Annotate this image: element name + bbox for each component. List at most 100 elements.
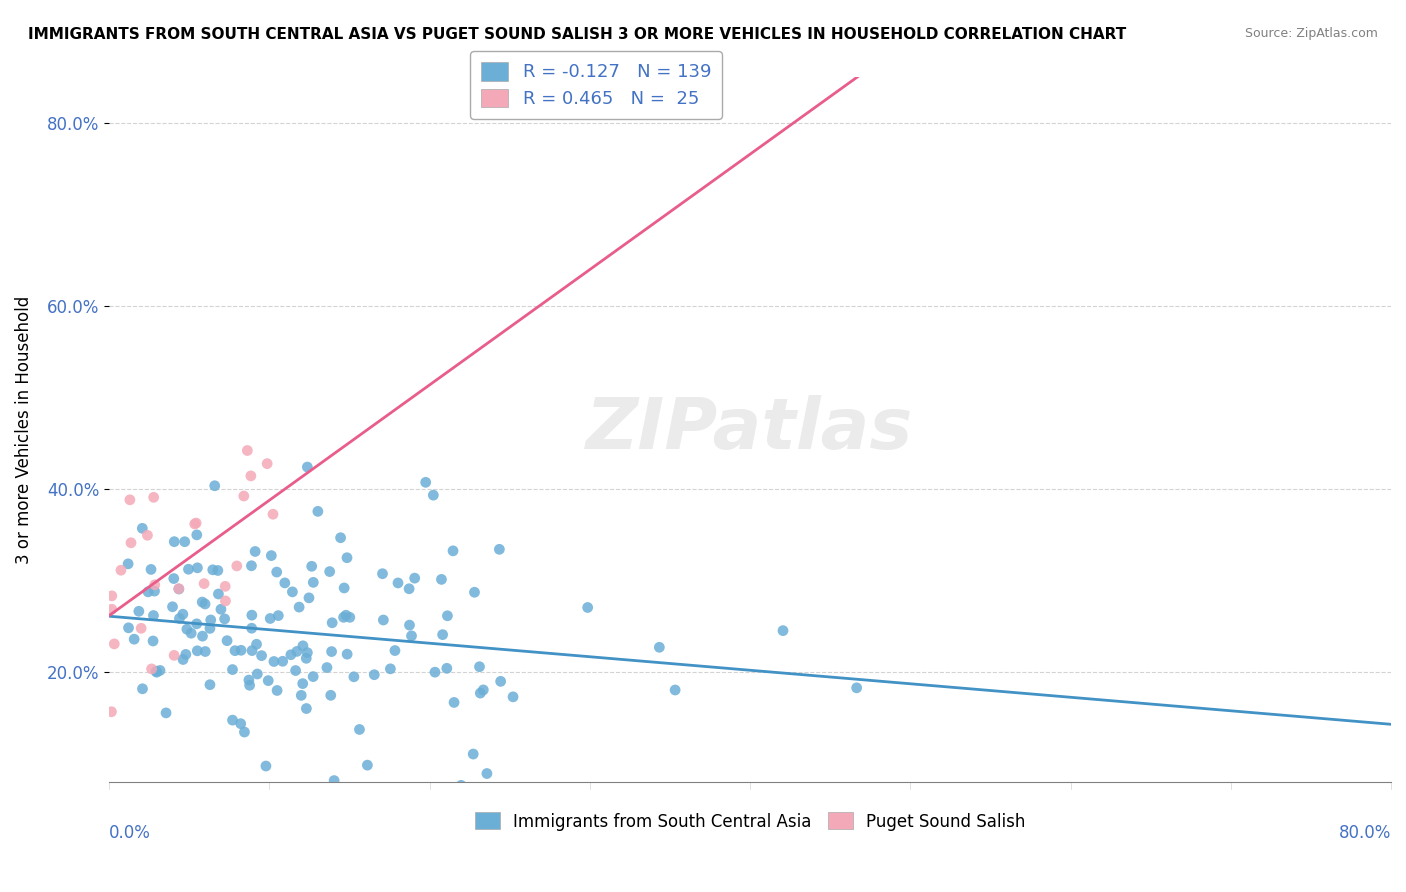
Point [167, 582, 190, 596]
Point [488, 542, 510, 557]
Point [214, 612, 236, 626]
Point [468, 659, 491, 673]
Point [169, 611, 191, 625]
Point [100, 705, 122, 719]
Point [772, 624, 794, 638]
Point [155, 706, 177, 720]
Point [845, 681, 868, 695]
Point [339, 610, 361, 624]
Point [472, 682, 495, 697]
Point [332, 610, 354, 624]
Point [502, 690, 524, 704]
Point [176, 622, 198, 636]
Point [180, 626, 202, 640]
Point [163, 572, 186, 586]
Point [191, 629, 214, 643]
Point [475, 766, 498, 780]
Point [117, 621, 139, 635]
Point [489, 674, 512, 689]
Point [207, 564, 229, 578]
Point [207, 587, 229, 601]
Point [201, 563, 224, 577]
Point [302, 575, 325, 590]
Point [142, 608, 165, 623]
Point [131, 681, 153, 696]
Point [139, 562, 162, 576]
Legend: Immigrants from South Central Asia, Puget Sound Salish: Immigrants from South Central Asia, Puge… [468, 805, 1032, 838]
Point [436, 661, 458, 675]
Point [240, 608, 263, 623]
Text: Source: ZipAtlas.com: Source: ZipAtlas.com [1244, 27, 1378, 40]
Point [398, 618, 420, 632]
Point [143, 578, 166, 592]
Point [336, 550, 359, 565]
Point [430, 573, 453, 587]
Point [318, 565, 340, 579]
Point [298, 591, 321, 605]
Point [101, 589, 124, 603]
Point [450, 778, 472, 792]
Point [142, 634, 165, 648]
Point [214, 594, 236, 608]
Text: ZIPatlas: ZIPatlas [586, 395, 914, 464]
Point [174, 648, 197, 662]
Point [129, 621, 152, 635]
Point [172, 607, 194, 622]
Point [186, 644, 208, 658]
Point [198, 678, 221, 692]
Point [284, 664, 307, 678]
Point [143, 584, 166, 599]
Point [186, 516, 208, 530]
Point [239, 678, 262, 692]
Point [664, 683, 686, 698]
Point [387, 576, 409, 591]
Point [246, 667, 269, 681]
Point [122, 632, 145, 647]
Point [136, 585, 159, 599]
Text: IMMIGRANTS FROM SOUTH CENTRAL ASIA VS PUGET SOUND SALISH 3 OR MORE VEHICLES IN H: IMMIGRANTS FROM SOUTH CENTRAL ASIA VS PU… [28, 27, 1126, 42]
Y-axis label: 3 or more Vehicles in Household: 3 or more Vehicles in Household [15, 295, 32, 564]
Point [648, 640, 671, 655]
Point [221, 663, 243, 677]
Point [398, 582, 420, 596]
Point [232, 489, 254, 503]
Point [326, 788, 349, 802]
Point [363, 667, 385, 681]
Point [118, 492, 141, 507]
Point [240, 643, 263, 657]
Point [432, 627, 454, 641]
Text: 80.0%: 80.0% [1339, 824, 1391, 842]
Point [291, 639, 314, 653]
Point [224, 643, 246, 657]
Point [225, 558, 247, 573]
Point [335, 608, 357, 623]
Point [401, 629, 423, 643]
Point [257, 673, 280, 688]
Point [415, 475, 437, 490]
Point [290, 689, 312, 703]
Point [274, 575, 297, 590]
Point [266, 565, 288, 579]
Point [316, 660, 339, 674]
Point [291, 676, 314, 690]
Point [194, 644, 217, 658]
Point [302, 670, 325, 684]
Point [204, 479, 226, 493]
Point [356, 758, 378, 772]
Point [260, 549, 283, 563]
Point [198, 621, 221, 635]
Point [131, 521, 153, 535]
Point [145, 665, 167, 680]
Point [321, 615, 343, 630]
Point [576, 600, 599, 615]
Point [200, 613, 222, 627]
Point [128, 604, 150, 618]
Point [307, 504, 329, 518]
Point [349, 723, 371, 737]
Point [319, 689, 342, 703]
Point [238, 673, 260, 687]
Point [436, 608, 458, 623]
Point [295, 701, 318, 715]
Point [172, 652, 194, 666]
Point [470, 686, 492, 700]
